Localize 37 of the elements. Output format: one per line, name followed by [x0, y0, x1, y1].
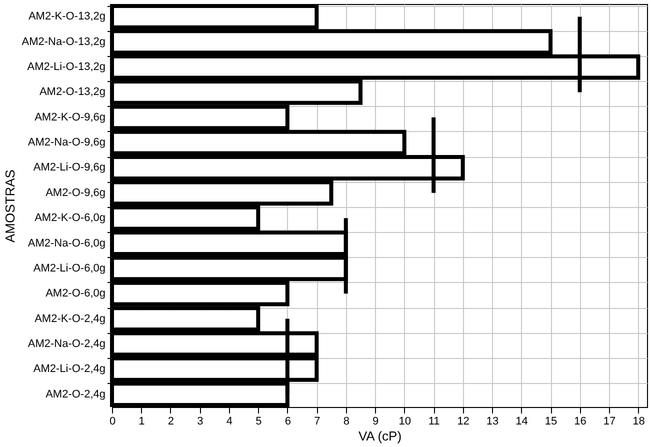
x-tick-label: 11: [428, 416, 440, 428]
x-tick-label: 5: [256, 416, 262, 428]
x-tick-label: 18: [632, 416, 645, 428]
x-tick-label: 9: [372, 416, 379, 428]
x-axis-title: VA (cP): [358, 428, 402, 444]
y-tick-label: AM2-O-9,6g: [46, 186, 106, 199]
x-tick-label: 2: [168, 416, 174, 428]
y-tick-label: AM2-Li-O-13,2g: [27, 61, 106, 74]
x-tick-label: 12: [457, 416, 470, 428]
y-tick-label: AM2-Na-O-2,4g: [28, 338, 106, 350]
x-tick-label: 13: [486, 416, 499, 428]
x-tick-label: 0: [109, 416, 116, 428]
y-tick-label: AM2-K-O-6,0g: [34, 212, 106, 224]
x-tick-label: 6: [284, 416, 291, 428]
x-tick-label: 16: [574, 416, 586, 428]
x-tick-label: 1: [138, 416, 145, 428]
x-tick-label: 14: [516, 416, 528, 428]
x-tick-label: 10: [398, 416, 411, 428]
y-tick-label: AM2-K-O-9,6g: [34, 111, 106, 124]
y-tick-label: AM2-Na-O-6,0g: [28, 237, 106, 250]
x-tick-label: 17: [603, 416, 616, 428]
y-tick-label: AM2-O-6,0g: [46, 288, 106, 300]
y-tick-label: AM2-K-O-2,4g: [34, 312, 106, 325]
y-tick-label: AM2-Na-O-13,2g: [22, 36, 106, 48]
y-tick-label: AM2-O-2,4g: [46, 388, 106, 400]
y-tick-label: AM2-Na-O-9,6g: [28, 136, 106, 149]
x-tick-label: 4: [226, 416, 232, 428]
x-tick-label: 7: [314, 416, 320, 428]
x-tick-label: 3: [197, 416, 204, 428]
y-tick-label: AM2-K-O-13,2g: [28, 10, 106, 23]
x-tick-label: 8: [343, 416, 350, 428]
y-tick-label: AM2-O-13,2g: [39, 86, 106, 98]
y-tick-label: AM2-Li-O-6,0g: [33, 262, 106, 274]
y-axis-title: AMOSTRAS: [2, 169, 18, 242]
y-tick-label: AM2-Li-O-9,6g: [33, 162, 106, 174]
x-tick-label: 15: [544, 416, 558, 428]
y-tick-label: AM2-Li-O-2,4g: [33, 363, 106, 376]
